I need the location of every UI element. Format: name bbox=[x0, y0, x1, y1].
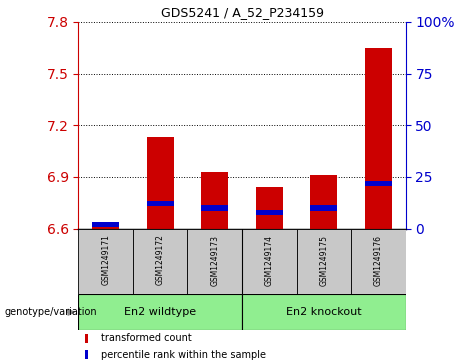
Text: En2 wildtype: En2 wildtype bbox=[124, 307, 196, 317]
Text: GSM1249176: GSM1249176 bbox=[374, 234, 383, 286]
Bar bbox=[242, 294, 406, 330]
Text: GSM1249172: GSM1249172 bbox=[156, 234, 165, 285]
Bar bbox=[351, 229, 406, 294]
Bar bbox=[256, 209, 283, 215]
Text: transformed count: transformed count bbox=[101, 334, 192, 343]
Bar bbox=[242, 229, 296, 294]
Bar bbox=[133, 229, 188, 294]
Bar bbox=[201, 172, 228, 229]
Bar bbox=[256, 187, 283, 229]
Bar bbox=[78, 229, 133, 294]
Text: En2 knockout: En2 knockout bbox=[286, 307, 362, 317]
Bar bbox=[147, 137, 174, 229]
Bar bbox=[201, 205, 228, 211]
Bar bbox=[92, 225, 119, 229]
Text: GSM1249171: GSM1249171 bbox=[101, 234, 110, 285]
Bar bbox=[296, 229, 351, 294]
Text: GSM1249173: GSM1249173 bbox=[210, 234, 219, 286]
Text: genotype/variation: genotype/variation bbox=[5, 307, 97, 317]
Text: percentile rank within the sample: percentile rank within the sample bbox=[101, 350, 266, 360]
Bar bbox=[85, 334, 88, 343]
Title: GDS5241 / A_52_P234159: GDS5241 / A_52_P234159 bbox=[160, 6, 324, 19]
Bar bbox=[365, 180, 392, 186]
Bar bbox=[365, 48, 392, 229]
Bar bbox=[92, 222, 119, 227]
Bar bbox=[85, 350, 88, 359]
Text: GSM1249174: GSM1249174 bbox=[265, 234, 274, 286]
Bar bbox=[310, 175, 337, 229]
Bar bbox=[78, 294, 242, 330]
Bar bbox=[310, 205, 337, 211]
Text: GSM1249175: GSM1249175 bbox=[319, 234, 328, 286]
Bar bbox=[147, 201, 174, 207]
Bar bbox=[188, 229, 242, 294]
